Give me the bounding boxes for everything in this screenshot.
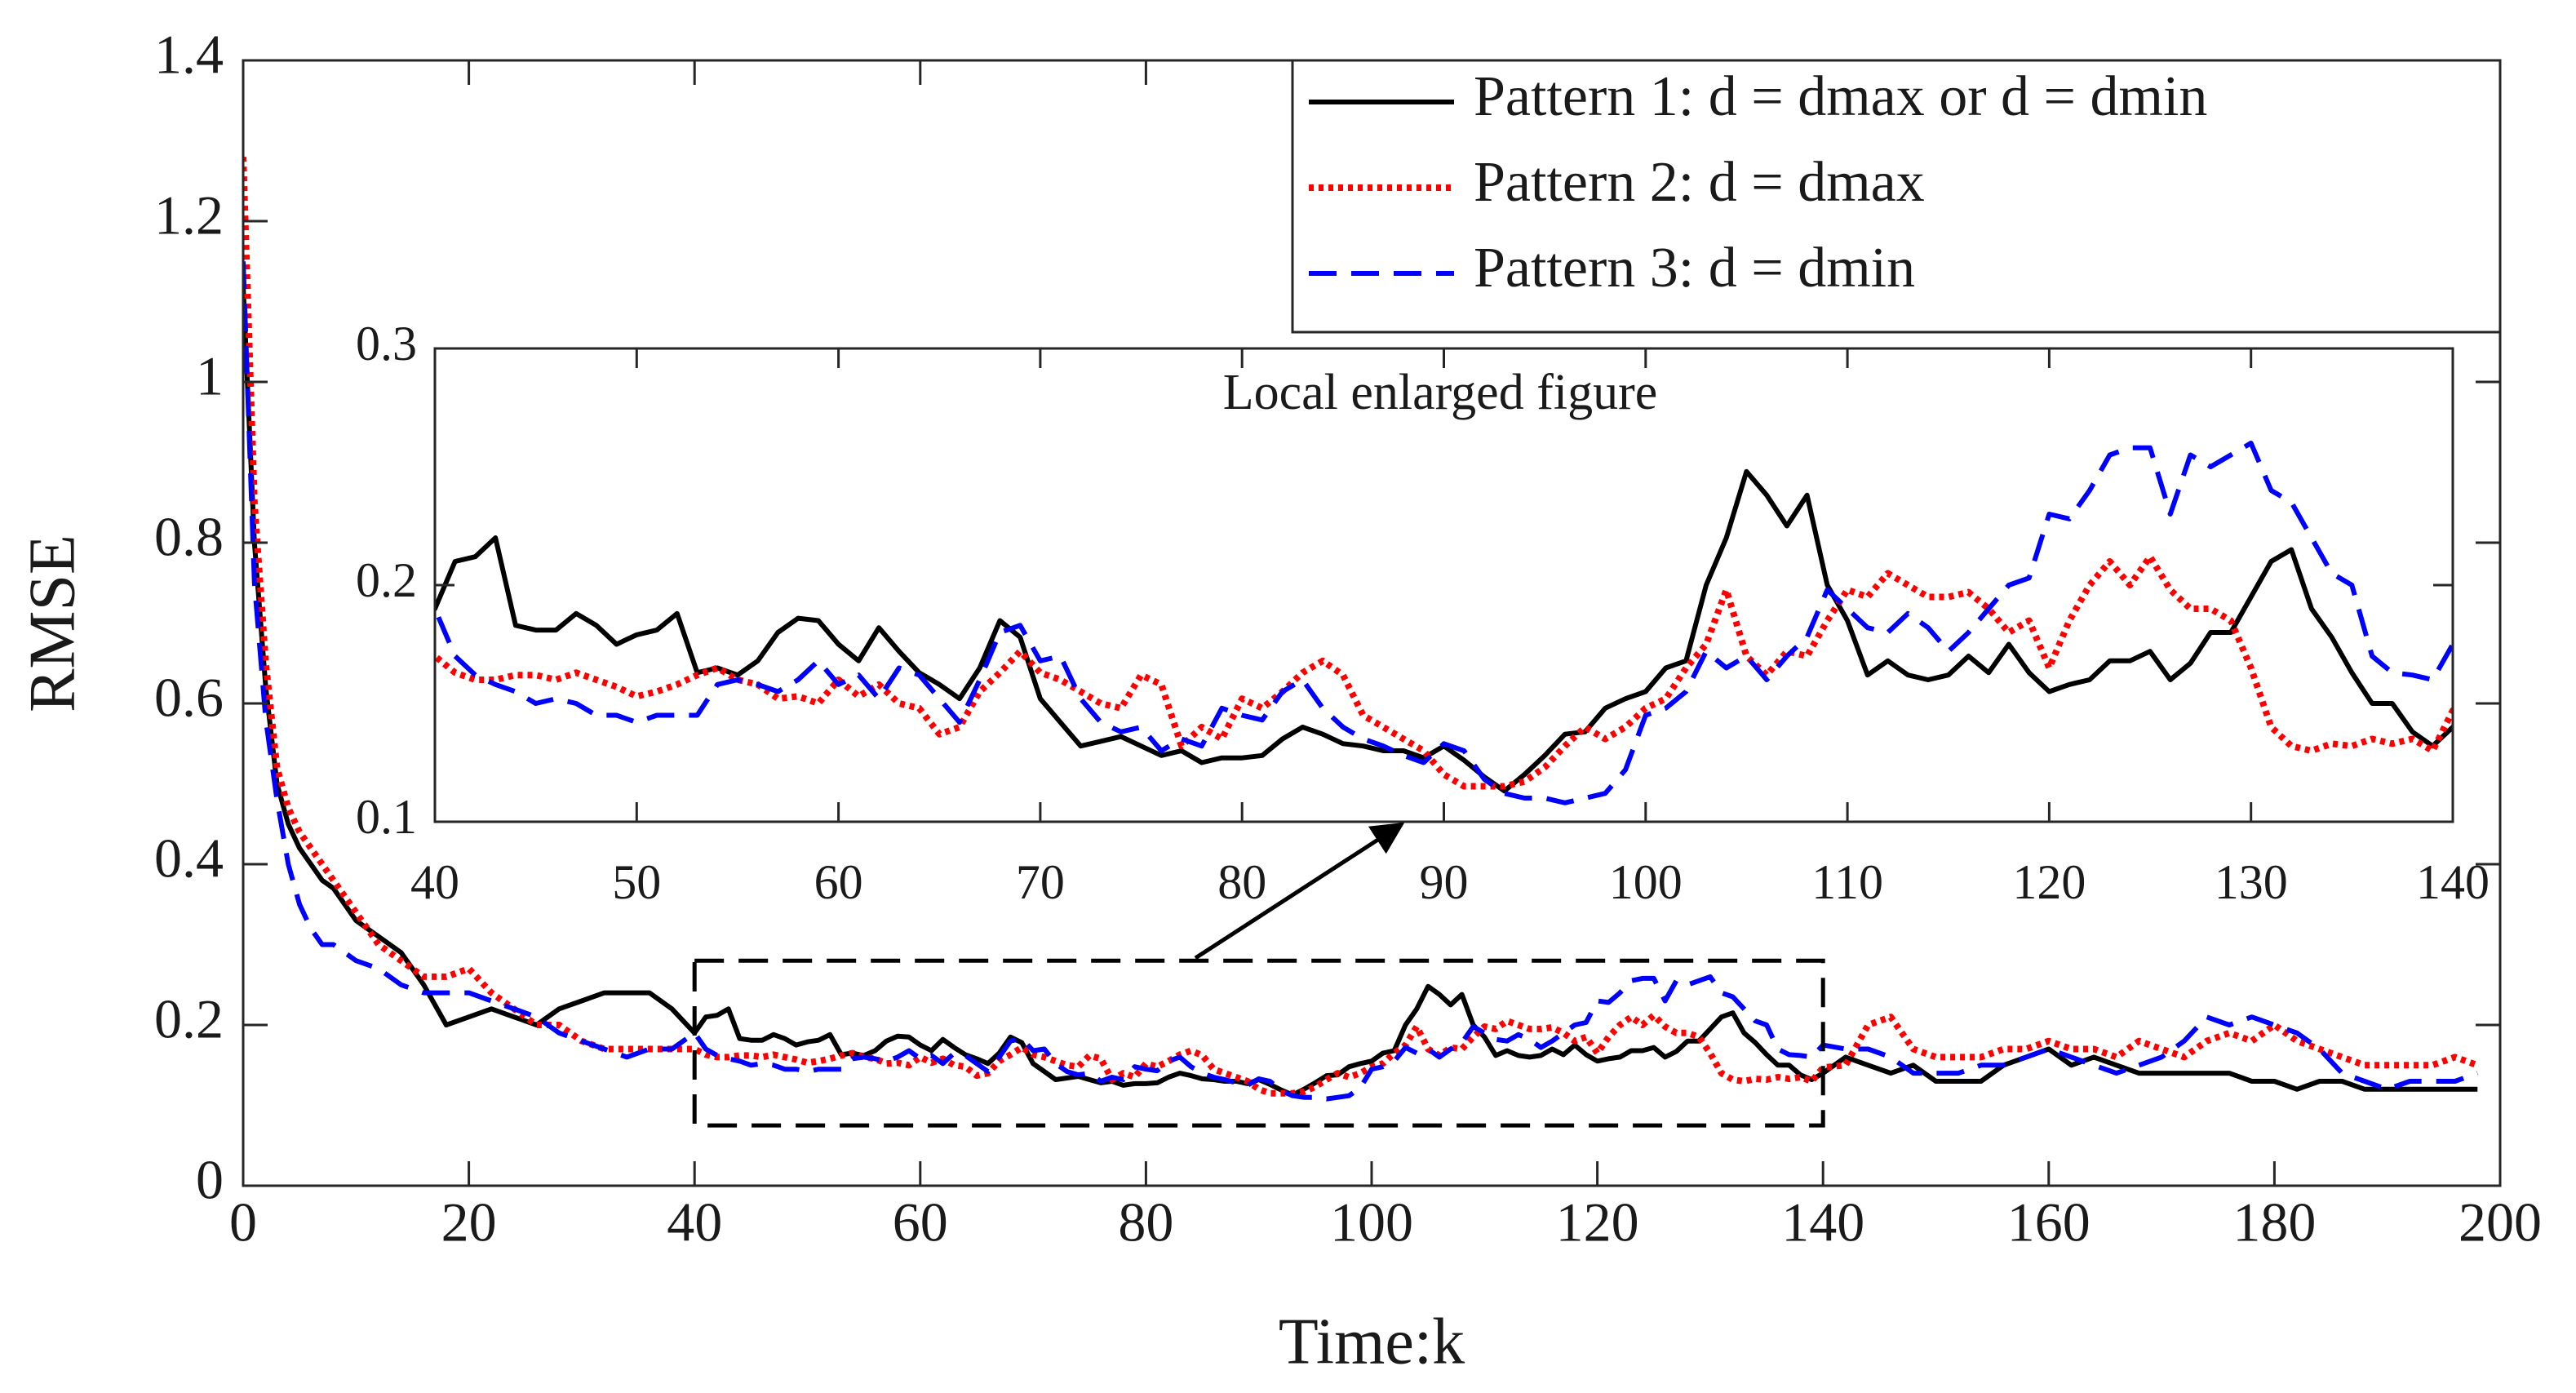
y-tick-label: 1 bbox=[196, 345, 224, 407]
x-tick-label: 90 bbox=[1420, 855, 1469, 909]
y-tick-label: 1.4 bbox=[154, 24, 224, 86]
series-line bbox=[435, 553, 2453, 790]
y-axis-label: RMSE bbox=[16, 535, 88, 712]
series-line bbox=[435, 441, 2453, 805]
y-tick-label: 0.1 bbox=[356, 790, 417, 844]
x-tick-label: 50 bbox=[612, 855, 661, 909]
x-tick-label: 120 bbox=[1556, 1191, 1639, 1253]
y-tick-label: 0.3 bbox=[356, 317, 417, 370]
x-tick-label: 200 bbox=[2459, 1191, 2542, 1253]
legend-box bbox=[1291, 59, 2502, 334]
x-axis-label: Time:k bbox=[1279, 1306, 1465, 1377]
y-tick-label: 0 bbox=[196, 1149, 224, 1211]
x-tick-label: 140 bbox=[1781, 1191, 1864, 1253]
legend-label: Pattern 2: d = dmax bbox=[1474, 151, 1925, 214]
x-tick-label: 20 bbox=[441, 1191, 497, 1253]
inset-title: Local enlarged figure bbox=[1223, 365, 1657, 420]
x-tick-label: 140 bbox=[2416, 855, 2490, 909]
x-tick-label: 100 bbox=[1330, 1191, 1413, 1253]
y-tick-label: 0.4 bbox=[154, 827, 224, 889]
y-tick-label: 1.2 bbox=[154, 184, 224, 246]
x-tick-label: 40 bbox=[410, 855, 459, 909]
series-line bbox=[243, 261, 2479, 1102]
x-tick-label: 80 bbox=[1217, 855, 1266, 909]
series-line bbox=[243, 157, 2479, 1097]
zoom-box bbox=[692, 958, 1825, 1128]
x-tick-label: 120 bbox=[2012, 855, 2086, 909]
x-tick-label: 60 bbox=[893, 1191, 948, 1253]
legend-label: Pattern 1: d = dmax or d = dmin bbox=[1474, 65, 2207, 128]
x-tick-label: 130 bbox=[2215, 855, 2288, 909]
x-tick-label: 40 bbox=[667, 1191, 722, 1253]
lines bbox=[435, 441, 2453, 805]
x-tick-label: 0 bbox=[229, 1191, 257, 1253]
x-tick-label: 110 bbox=[1811, 855, 1883, 909]
x-tick-label: 70 bbox=[1016, 855, 1065, 909]
x-tick-label: 160 bbox=[2007, 1191, 2091, 1253]
legend-label: Pattern 3: d = dmin bbox=[1474, 237, 1915, 299]
y-tick-label: 0.8 bbox=[154, 506, 224, 568]
y-tick-label: 0.2 bbox=[154, 988, 224, 1050]
arrow bbox=[1194, 822, 1405, 960]
y-tick-label: 0.6 bbox=[154, 667, 224, 729]
lines bbox=[243, 157, 2479, 1102]
x-tick-label: 100 bbox=[1609, 855, 1683, 909]
x-tick-label: 60 bbox=[814, 855, 863, 909]
x-tick-label: 80 bbox=[1118, 1191, 1173, 1253]
y-tick-label: 0.2 bbox=[356, 553, 417, 607]
x-tick-label: 180 bbox=[2232, 1191, 2316, 1253]
